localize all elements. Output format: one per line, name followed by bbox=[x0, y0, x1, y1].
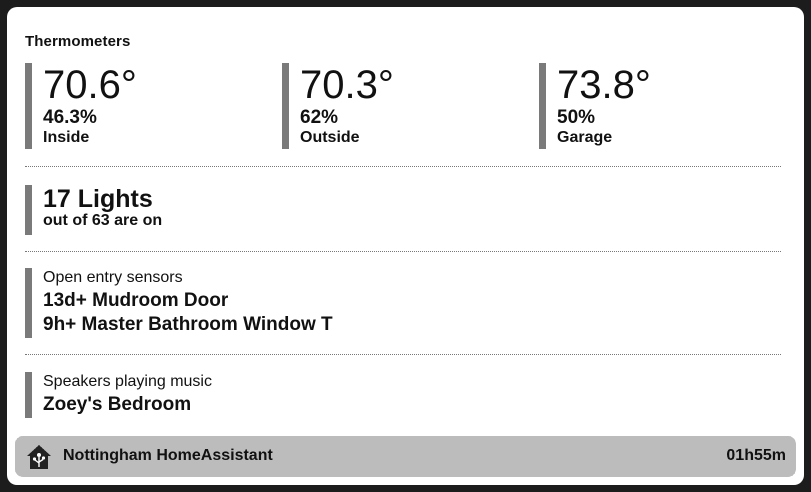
thermometer-name: Garage bbox=[557, 129, 613, 146]
lights-summary: 17 Lights out of 63 are on bbox=[25, 185, 765, 235]
temperature-value: 70.3° bbox=[300, 63, 394, 107]
thermometer-card-outside: 70.3° 62% Outside bbox=[282, 63, 522, 151]
thermometers-title: Thermometers bbox=[25, 33, 131, 50]
home-assistant-logo-icon bbox=[27, 445, 51, 469]
thermometer-name: Outside bbox=[300, 129, 360, 146]
entry-sensors-card: Open entry sensors 13d+ Mudroom Door 9h+… bbox=[25, 268, 765, 338]
humidity-value: 50% bbox=[557, 107, 596, 128]
card-accent-bar bbox=[25, 63, 32, 149]
dashboard-panel: Thermometers 70.6° 46.3% Inside 70.3° 62… bbox=[7, 7, 804, 485]
entry-sensors-label: Open entry sensors bbox=[43, 269, 183, 286]
uptime-value: 01h55m bbox=[726, 447, 786, 464]
instance-name: Nottingham HomeAssistant bbox=[63, 447, 273, 464]
card-accent-bar bbox=[282, 63, 289, 149]
card-accent-bar bbox=[539, 63, 546, 149]
section-divider bbox=[25, 166, 781, 167]
card-accent-bar bbox=[25, 372, 32, 418]
section-divider bbox=[25, 354, 781, 355]
speakers-label: Speakers playing music bbox=[43, 373, 212, 390]
thermometer-card-inside: 70.6° 46.3% Inside bbox=[25, 63, 265, 151]
card-accent-bar bbox=[25, 268, 32, 338]
lights-subtitle: out of 63 are on bbox=[43, 212, 163, 229]
entry-sensor-item: 9h+ Master Bathroom Window T bbox=[43, 314, 333, 335]
status-footer: Nottingham HomeAssistant 01h55m bbox=[15, 436, 796, 477]
card-accent-bar bbox=[25, 185, 32, 235]
section-divider bbox=[25, 251, 781, 252]
speaker-item: Zoey's Bedroom bbox=[43, 394, 192, 415]
lights-count: 17 Lights bbox=[43, 185, 153, 213]
entry-sensor-item: 13d+ Mudroom Door bbox=[43, 290, 229, 311]
thermometer-card-garage: 73.8° 50% Garage bbox=[539, 63, 779, 151]
humidity-value: 46.3% bbox=[43, 107, 97, 128]
temperature-value: 70.6° bbox=[43, 63, 137, 107]
humidity-value: 62% bbox=[300, 107, 339, 128]
speakers-card: Speakers playing music Zoey's Bedroom bbox=[25, 372, 765, 418]
temperature-value: 73.8° bbox=[557, 63, 651, 107]
thermometer-name: Inside bbox=[43, 129, 90, 146]
